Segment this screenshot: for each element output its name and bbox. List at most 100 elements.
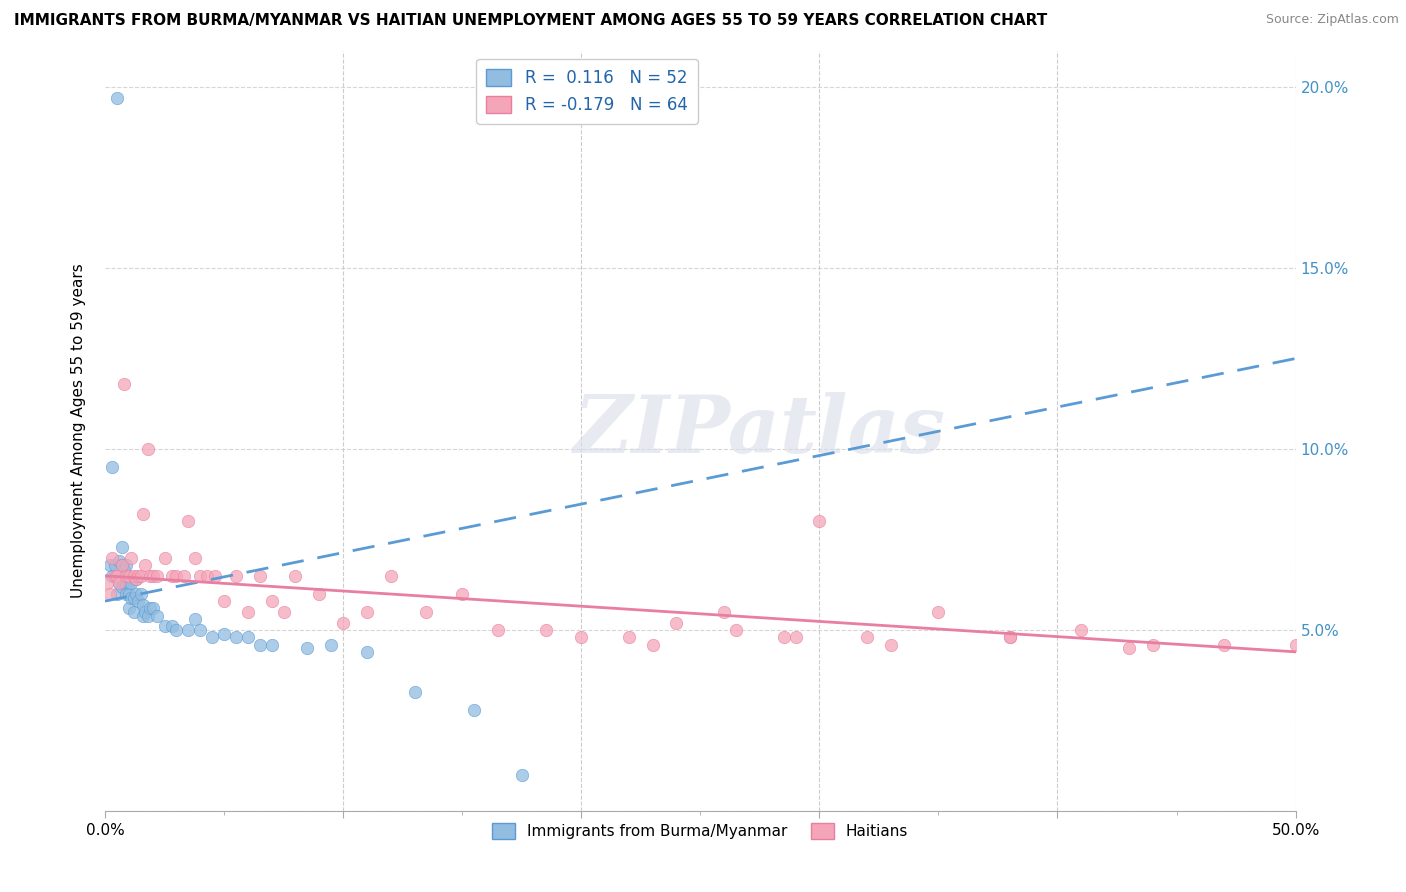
Point: [127, 569, 149, 583]
Point: [212, 594, 235, 608]
Point: [160, 619, 183, 633]
Point: [1284, 638, 1306, 652]
Point: [332, 615, 354, 630]
Point: [129, 587, 152, 601]
Point: [380, 569, 402, 583]
Point: [134, 558, 156, 572]
Point: [665, 615, 688, 630]
Point: [98, 558, 121, 572]
Point: [808, 515, 831, 529]
Point: [111, 558, 134, 572]
Point: [125, 573, 148, 587]
Point: [115, 569, 138, 583]
Point: [134, 605, 156, 619]
Point: [204, 569, 226, 583]
Point: [122, 569, 145, 583]
Point: [195, 569, 218, 583]
Point: [641, 638, 664, 652]
Point: [451, 587, 474, 601]
Point: [120, 576, 142, 591]
Point: [724, 623, 747, 637]
Point: [139, 569, 162, 583]
Point: [225, 569, 247, 583]
Point: [105, 91, 128, 105]
Point: [284, 569, 307, 583]
Point: [112, 561, 135, 575]
Point: [177, 515, 200, 529]
Point: [120, 550, 142, 565]
Point: [212, 626, 235, 640]
Point: [188, 623, 211, 637]
Point: [132, 608, 155, 623]
Y-axis label: Unemployment Among Ages 55 to 59 years: Unemployment Among Ages 55 to 59 years: [72, 263, 86, 599]
Point: [927, 605, 949, 619]
Point: [132, 598, 155, 612]
Point: [101, 460, 124, 475]
Point: [225, 631, 247, 645]
Point: [105, 569, 128, 583]
Point: [463, 703, 485, 717]
Point: [308, 587, 330, 601]
Point: [617, 631, 640, 645]
Point: [118, 576, 141, 591]
Point: [112, 576, 135, 591]
Point: [321, 638, 343, 652]
Point: [534, 623, 557, 637]
Point: [101, 550, 124, 565]
Point: [1118, 641, 1140, 656]
Point: [118, 569, 141, 583]
Point: [249, 569, 271, 583]
Point: [153, 550, 176, 565]
Point: [101, 569, 124, 583]
Point: [856, 631, 879, 645]
Point: [713, 605, 735, 619]
Point: [146, 608, 169, 623]
Point: [142, 569, 165, 583]
Point: [177, 623, 200, 637]
Point: [115, 558, 138, 572]
Point: [236, 631, 259, 645]
Point: [273, 605, 295, 619]
Point: [103, 569, 125, 583]
Point: [160, 569, 183, 583]
Text: ZIPatlas: ZIPatlas: [574, 392, 946, 470]
Point: [127, 594, 149, 608]
Point: [105, 587, 128, 601]
Point: [184, 550, 207, 565]
Point: [98, 587, 121, 601]
Point: [165, 623, 187, 637]
Point: [139, 601, 162, 615]
Point: [112, 376, 135, 391]
Point: [153, 619, 176, 633]
Point: [1142, 638, 1164, 652]
Point: [125, 573, 148, 587]
Point: [122, 591, 145, 605]
Point: [785, 631, 807, 645]
Point: [510, 768, 533, 782]
Point: [111, 558, 134, 572]
Point: [415, 605, 437, 619]
Point: [118, 587, 141, 601]
Point: [569, 631, 592, 645]
Point: [249, 638, 271, 652]
Point: [201, 631, 224, 645]
Legend: Immigrants from Burma/Myanmar, Haitians: Immigrants from Burma/Myanmar, Haitians: [486, 817, 914, 846]
Point: [260, 594, 283, 608]
Point: [356, 605, 378, 619]
Point: [103, 558, 125, 572]
Point: [165, 569, 187, 583]
Point: [297, 641, 319, 656]
Point: [108, 576, 131, 591]
Point: [129, 569, 152, 583]
Text: Source: ZipAtlas.com: Source: ZipAtlas.com: [1265, 13, 1399, 27]
Point: [108, 576, 131, 591]
Point: [120, 591, 142, 605]
Point: [998, 631, 1021, 645]
Point: [486, 623, 509, 637]
Point: [880, 638, 903, 652]
Point: [111, 580, 134, 594]
Point: [184, 612, 207, 626]
Point: [142, 601, 165, 615]
Point: [404, 684, 426, 698]
Point: [260, 638, 283, 652]
